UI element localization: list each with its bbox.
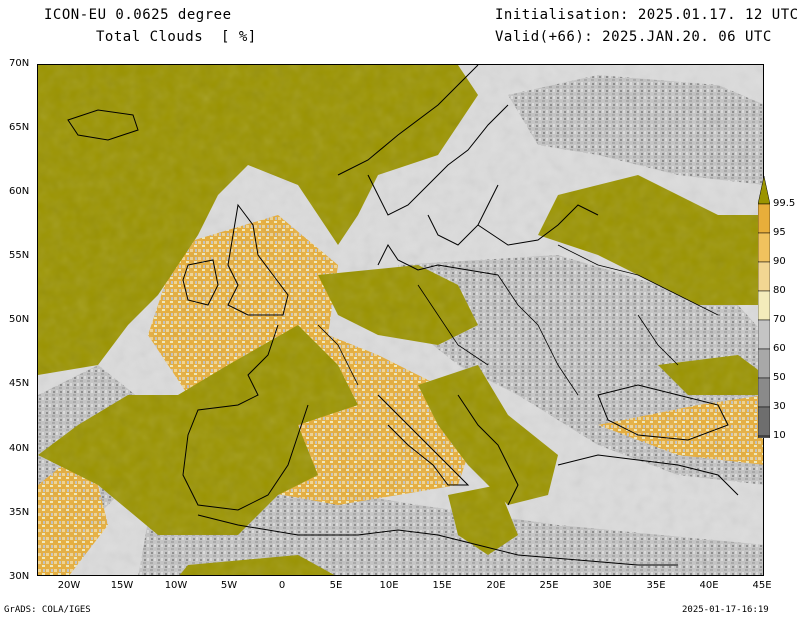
texture-overlay xyxy=(38,65,763,575)
lon-label: 45E xyxy=(752,580,772,591)
lon-label: 40E xyxy=(699,580,719,591)
colorbar-segment xyxy=(758,435,770,438)
lon-label: 25E xyxy=(539,580,559,591)
lon-label: 30E xyxy=(592,580,612,591)
lat-label: 35N xyxy=(9,507,30,518)
lat-label: 40N xyxy=(9,443,30,454)
lon-label: 20W xyxy=(57,580,81,591)
lon-label: 15E xyxy=(432,580,452,591)
lon-label: 0 xyxy=(278,580,286,591)
footer-timestamp: 2025-01-17-16:19 xyxy=(682,605,769,615)
colorbar-segment xyxy=(758,290,770,321)
colorbar-label: 10 xyxy=(773,430,786,441)
colorbar-label: 90 xyxy=(773,256,786,267)
lon-label: 5E xyxy=(329,580,343,591)
lat-label: 55N xyxy=(9,250,30,261)
variable-title: Total Clouds [ %] xyxy=(96,29,257,45)
colorbar-segment xyxy=(758,406,770,437)
colorbar-label: 80 xyxy=(773,285,786,296)
colorbar-label: 50 xyxy=(773,372,786,383)
model-title: ICON-EU 0.0625 degree xyxy=(44,7,232,23)
initialisation-time: Initialisation: 2025.01.17. 12 UTC xyxy=(495,7,799,23)
colorbar-segment xyxy=(758,203,770,234)
lon-label: 15W xyxy=(110,580,134,591)
coastlines xyxy=(67,65,739,566)
lon-label: 10E xyxy=(379,580,399,591)
lat-label: 60N xyxy=(9,186,30,197)
lat-label: 45N xyxy=(9,378,30,389)
lon-label: 10W xyxy=(164,580,188,591)
cloud-cover-map xyxy=(37,64,764,576)
lat-label: 50N xyxy=(9,314,30,325)
footer-credit: GrADS: COLA/IGES xyxy=(4,605,91,615)
colorbar-segment xyxy=(758,319,770,350)
colorbar-label: 70 xyxy=(773,314,786,325)
colorbar-label: 60 xyxy=(773,343,786,354)
colorbar-segment xyxy=(758,261,770,292)
colorbar-segment xyxy=(758,348,770,379)
colorbar-label: 30 xyxy=(773,401,786,412)
lon-label: 20E xyxy=(486,580,506,591)
colorbar-arrow xyxy=(758,176,770,205)
lat-label: 30N xyxy=(9,571,30,582)
colorbar-label: 99.5 xyxy=(773,198,796,209)
colorbar-segment xyxy=(758,377,770,408)
colorbar xyxy=(758,176,770,438)
lon-label: 35E xyxy=(646,580,666,591)
lat-label: 70N xyxy=(9,58,30,69)
lon-label: 5W xyxy=(220,580,238,591)
colorbar-label: 95 xyxy=(773,227,786,238)
valid-time: Valid(+66): 2025.JAN.20. 06 UTC xyxy=(495,29,772,45)
lat-label: 65N xyxy=(9,122,30,133)
colorbar-segment xyxy=(758,232,770,263)
